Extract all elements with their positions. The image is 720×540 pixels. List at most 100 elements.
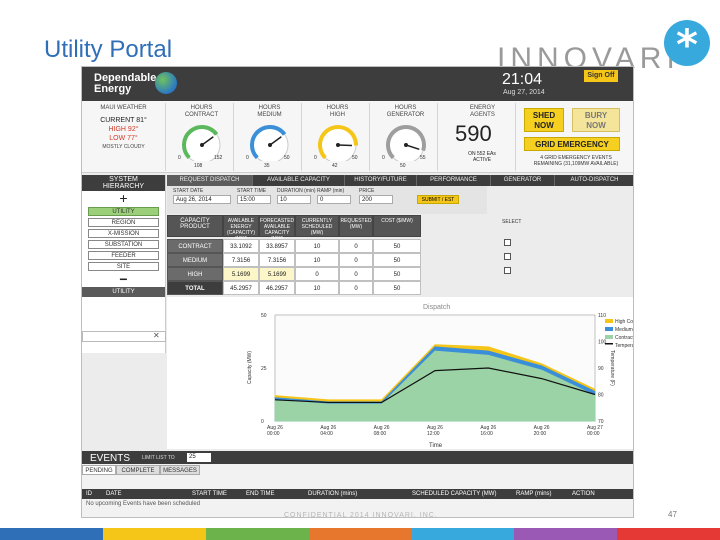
table-cell: 50 [373,253,421,267]
duration-label: DURATION (min) [277,188,316,194]
start-time-field[interactable]: 15:00 [237,195,271,204]
price-field[interactable]: 200 [359,195,393,204]
hierarchy-subtitle: HIERARCHY [102,183,145,190]
shed-now-button[interactable]: SHED NOW [524,108,564,132]
column-header: REQUESTED (MW) [339,215,373,237]
select-contract-checkbox[interactable] [504,239,511,246]
column-header: CURRENTLY SCHEDULED (MW) [295,215,339,237]
clock-time: 21:04 [502,71,543,88]
tab-history-future[interactable]: HISTORY/FUTURE [345,175,417,186]
x-tick-label: Aug 26 [427,425,443,431]
events-column-header: ID [86,491,92,497]
sign-off-button[interactable]: Sign Off [584,70,618,82]
gauge-title: HOURS [258,105,281,111]
tab-available-capacity[interactable]: AVAILABLE CAPACITY [253,175,345,186]
temperature-line [274,367,596,404]
table-cell[interactable]: 0 [339,253,373,267]
limit-select[interactable]: 25 [187,453,211,462]
hierarchy-search-input[interactable] [82,331,166,342]
table-cell: 10 [295,239,339,253]
select-medium-checkbox[interactable] [504,253,511,260]
grid-emergency-button[interactable]: GRID EMERGENCY [524,137,620,151]
generator-gauge-needle [405,144,420,151]
gauge-min: 0 [314,155,317,161]
weather-condition: MOSTLY CLOUDY [102,144,145,150]
high-gauge [318,125,358,161]
generator-gauge-hub [404,143,408,147]
gauge-min: 0 [382,155,385,161]
shed-label-2: NOW [534,121,554,130]
legend-label: Medium Consequence [615,327,634,333]
tab-performance[interactable]: PERFORMANCE [417,175,491,186]
tab-auto-dispatch[interactable]: AUTO-DISPATCH [555,175,633,186]
x-tick-label: 04:00 [320,431,333,437]
table-cell: 50 [373,239,421,253]
x-axis-label: Time [429,443,443,449]
y-tick-label: 25 [261,366,267,372]
dispatch-chart-panel: Dispatch 0 25 50 70 80 90 100 110 Capacity (MW) Te… [167,297,634,449]
weather-title: MAUI WEATHER [100,105,147,111]
table-cell[interactable]: 0 [339,239,373,253]
gauge-value: 42 [332,163,338,169]
select-header: SELECT [502,219,522,225]
events-empty-message: No upcoming Events have been scheduled [86,501,201,507]
x-tick-label: Aug 27 [587,425,603,431]
legend-swatch [605,335,613,339]
globe-icon [155,72,177,94]
dispatch-chart: Dispatch 0 25 50 70 80 90 100 110 Capacity (MW) Te… [247,304,634,449]
legend-swatch [605,343,613,345]
slide-title: Utility Portal [44,36,173,63]
table-cell: 0 [295,267,339,281]
y2-tick-label: 100 [598,340,607,346]
table-cell: 7.3156 [223,253,259,267]
x-tick-label: 16:00 [480,431,493,437]
y2-tick-label: 90 [598,366,604,372]
collapse-icon[interactable]: − [119,271,128,287]
duration-field[interactable]: 10 [277,195,311,204]
events-column-header: DURATION (mins) [308,491,358,497]
table-cell: 45.2957 [223,281,259,295]
tab-request-dispatch[interactable]: REQUEST DISPATCH [167,175,253,186]
events-header: EVENTS LIMIT LIST TO 25 [82,451,633,464]
gauge-subtitle: HIGH [330,112,345,118]
gauge-max: 50 [284,155,290,161]
medium-gauge-hub [268,143,272,147]
start-time-label: START TIME [237,188,267,194]
ramp-field[interactable]: 0 [317,195,351,204]
gauge-max: 55 [420,155,426,161]
hierarchy-item-utility[interactable]: UTILITY [88,207,159,216]
bury-now-button[interactable]: BURY NOW [572,108,620,132]
events-tab-messages[interactable]: MESSAGES [160,465,200,475]
table-cell[interactable]: 0 [339,281,373,295]
weather-current: CURRENT 81° [100,117,147,124]
expand-icon[interactable]: + [119,190,128,206]
table-cell[interactable]: 0 [339,267,373,281]
dispatch-filter: START DATE Aug 26, 2014 START TIME 15:00… [167,186,487,214]
events-tab-pending[interactable]: PENDING [82,465,116,475]
weather-tile: MAUI WEATHER CURRENT 81° HIGH 92° LOW 77… [82,103,166,171]
legend-label: High Consequence [615,319,634,325]
events-column-header: ACTION [572,491,595,497]
series-area-2 [274,350,596,422]
table-cell: 50 [373,267,421,281]
tab-generator[interactable]: GENERATOR [491,175,555,186]
table-cell: 33.8957 [259,239,295,253]
events-column-header: SCHEDULED CAPACITY (MW) [412,491,497,497]
high-gauge-tile: HOURS HIGH 0 50 42 [306,103,370,171]
footer-bar [205,528,309,540]
hierarchy-item-x-mission[interactable]: X-MISSION [88,229,159,238]
submit-button[interactable]: SUBMIT / EST [417,195,459,204]
agents-title: ENERGY [469,105,496,111]
emergency-note-2: REMAINING (31,109MW AVAILABLE) [533,161,619,167]
hierarchy-item-substation[interactable]: SUBSTATION [88,240,159,249]
generator-gauge [386,125,426,161]
start-date-field[interactable]: Aug 26, 2014 [173,195,231,204]
close-icon[interactable]: ✕ [153,331,160,340]
hierarchy-item-feeder[interactable]: FEEDER [88,251,159,260]
gauge-title: HOURS [190,105,213,111]
select-high-checkbox[interactable] [504,267,511,274]
events-tab-complete[interactable]: COMPLETE [116,465,160,475]
hierarchy-item-site[interactable]: SITE [88,262,159,271]
y-axis-label: Capacity (MW) [247,351,253,384]
hierarchy-item-region[interactable]: REGION [88,218,159,227]
